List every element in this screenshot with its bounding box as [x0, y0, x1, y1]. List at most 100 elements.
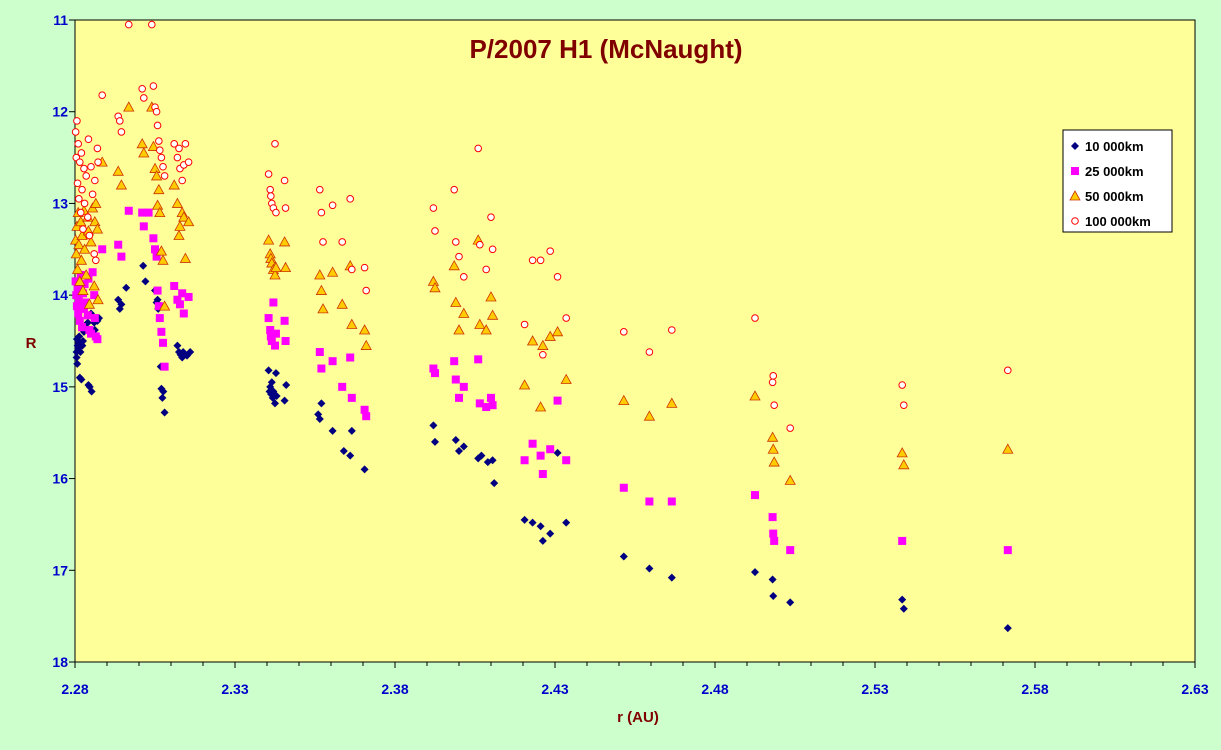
data-point-25000km — [149, 234, 158, 243]
data-point-10000km — [282, 381, 291, 390]
data-point-100000km — [474, 144, 483, 153]
data-point-10000km — [546, 529, 555, 538]
data-point-100000km — [452, 238, 460, 246]
data-point-25000km — [114, 240, 123, 249]
data-point-25000km — [72, 291, 81, 300]
y-tick-label: 14 — [52, 287, 68, 303]
data-point-25000km — [317, 364, 326, 373]
data-point-10000km — [75, 332, 84, 341]
data-point-100000km — [157, 153, 166, 162]
legend: 10 000km 25 000km 50 000km 100 000km — [1062, 129, 1173, 233]
legend-box — [1062, 129, 1173, 233]
data-point-25000km — [475, 399, 484, 408]
data-point-10000km — [160, 408, 169, 417]
data-point-25000km — [546, 445, 555, 454]
data-point-10000km — [459, 442, 468, 451]
data-point-25000km — [72, 302, 81, 311]
data-point-100000km — [173, 153, 182, 162]
data-point-50000km — [154, 206, 166, 218]
data-point-100000km — [488, 245, 497, 254]
data-point-25000km — [562, 456, 571, 465]
data-point-25000km — [431, 369, 439, 378]
data-point-25000km — [117, 252, 126, 261]
data-point-25000km — [73, 283, 82, 292]
data-point-25000km — [346, 353, 355, 362]
data-point-50000km — [88, 280, 100, 291]
data-point-100000km — [124, 20, 133, 29]
data-point-10000km — [538, 536, 547, 545]
data-point-100000km — [76, 208, 85, 217]
data-point-100000km — [455, 252, 463, 261]
data-point-25000km — [173, 295, 182, 304]
data-point-25000km — [75, 316, 84, 325]
data-point-50000km — [182, 215, 195, 227]
data-point-100000km — [360, 263, 369, 272]
data-point-100000km — [751, 314, 759, 322]
data-point-10000km — [455, 447, 463, 456]
data-point-100000km — [79, 225, 87, 233]
data-point-10000km — [769, 591, 778, 600]
data-point-10000km — [520, 515, 529, 524]
data-point-25000km — [179, 309, 188, 318]
data-point-10000km — [139, 261, 148, 270]
x-tick-label: 2.53 — [861, 681, 888, 697]
data-point-100000km — [338, 238, 347, 246]
data-point-50000km — [618, 394, 630, 406]
y-axis-title: R — [26, 335, 37, 352]
data-point-50000km — [85, 236, 97, 247]
data-point-50000km — [336, 298, 348, 309]
legend-marker-25000km — [1071, 167, 1079, 175]
data-point-50000km — [138, 147, 150, 158]
data-point-25000km — [768, 513, 777, 522]
data-point-100000km — [91, 176, 99, 185]
data-point-10000km — [786, 598, 795, 607]
data-point-10000km — [73, 359, 82, 368]
data-point-25000km — [451, 375, 460, 384]
data-point-25000km — [751, 491, 759, 500]
data-point-100000km — [178, 176, 186, 185]
data-point-50000km — [518, 379, 531, 390]
data-point-25000km — [82, 298, 91, 307]
data-point-100000km — [281, 204, 290, 212]
data-point-10000km — [477, 451, 486, 460]
data-point-25000km — [280, 316, 289, 325]
data-point-50000km — [155, 245, 168, 256]
data-point-100000km — [562, 314, 571, 322]
data-point-50000km — [448, 259, 460, 271]
data-point-100000km — [175, 144, 183, 153]
data-point-100000km — [900, 401, 908, 410]
x-tick-label: 2.48 — [701, 681, 728, 697]
data-point-25000km — [83, 311, 92, 320]
data-point-100000km — [153, 121, 162, 130]
data-point-10000km — [72, 353, 81, 362]
data-point-50000km — [80, 269, 92, 280]
y-tick-label: 11 — [53, 12, 68, 28]
data-point-100000km — [92, 256, 100, 265]
data-point-100000km — [98, 91, 106, 100]
data-point-25000km — [281, 337, 290, 345]
data-point-100000km — [317, 208, 326, 217]
data-point-10000km — [490, 479, 499, 488]
data-point-10000km — [899, 604, 908, 613]
data-point-100000km — [148, 20, 156, 29]
data-point-25000km — [528, 439, 537, 448]
data-point-50000km — [150, 170, 163, 181]
legend-marker-10000km — [1071, 142, 1079, 150]
data-point-25000km — [71, 277, 80, 286]
data-point-100000km — [528, 256, 537, 265]
data-point-100000km — [460, 273, 468, 281]
data-point-25000km — [124, 206, 133, 215]
data-point-25000km — [139, 222, 148, 231]
data-point-100000km — [553, 273, 562, 281]
data-point-25000km — [266, 332, 275, 341]
data-point-50000km — [315, 284, 328, 295]
data-point-50000km — [537, 339, 549, 350]
data-point-50000km — [534, 401, 547, 412]
data-point-50000km — [71, 263, 84, 274]
data-point-100000km — [348, 265, 356, 274]
data-point-10000km — [339, 447, 348, 456]
data-point-100000km — [539, 350, 547, 359]
data-point-25000km — [157, 327, 166, 336]
data-point-100000km — [117, 128, 126, 136]
data-point-100000km — [769, 372, 778, 380]
